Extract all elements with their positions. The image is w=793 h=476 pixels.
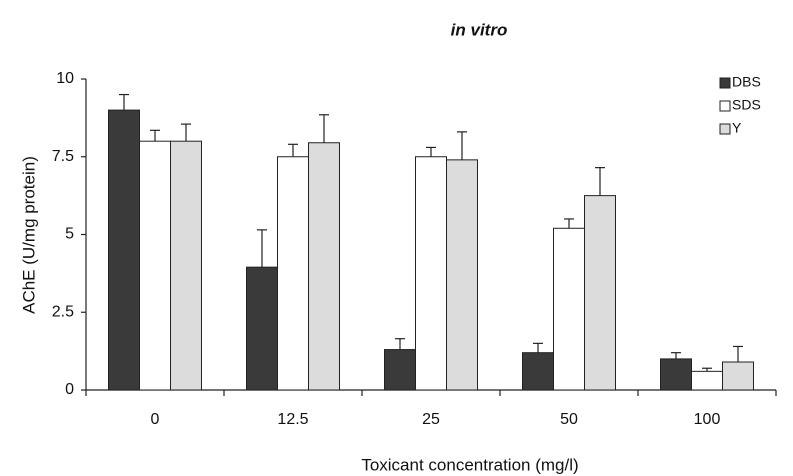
bar (584, 195, 616, 391)
x-tick-label: 50 (560, 411, 578, 428)
y-axis-label: AChE (U/mg protein) (19, 156, 38, 314)
bar (415, 156, 447, 391)
bar (139, 140, 171, 391)
x-tick-label: 0 (151, 411, 160, 428)
bar (308, 142, 340, 391)
bar (722, 361, 754, 391)
x-axis-label: Toxicant concentration (mg/l) (361, 455, 578, 474)
bar (108, 109, 140, 391)
y-tick-label: 10 (56, 70, 74, 87)
legend-swatch (719, 100, 731, 112)
x-tick-label: 12.5 (277, 411, 308, 428)
x-tick-label: 100 (694, 411, 721, 428)
bar (522, 352, 554, 391)
legend-label: Y (732, 120, 742, 136)
bar (691, 370, 723, 391)
bar (446, 159, 478, 391)
chart-title: in vitro (451, 20, 508, 39)
x-tick-label: 25 (422, 411, 440, 428)
y-tick-label: 2.5 (52, 303, 74, 320)
bar (660, 358, 692, 391)
y-tick-label: 7.5 (52, 148, 74, 165)
bar (277, 156, 309, 391)
bar (246, 266, 278, 391)
legend-swatch (719, 77, 731, 89)
y-tick-label: 5 (65, 226, 74, 243)
y-tick-label: 0 (65, 381, 74, 398)
legend-label: DBS (732, 74, 761, 90)
bar (553, 227, 585, 391)
legend-swatch (719, 123, 731, 135)
bar (170, 140, 202, 391)
bar (384, 349, 416, 391)
legend-label: SDS (732, 97, 761, 113)
